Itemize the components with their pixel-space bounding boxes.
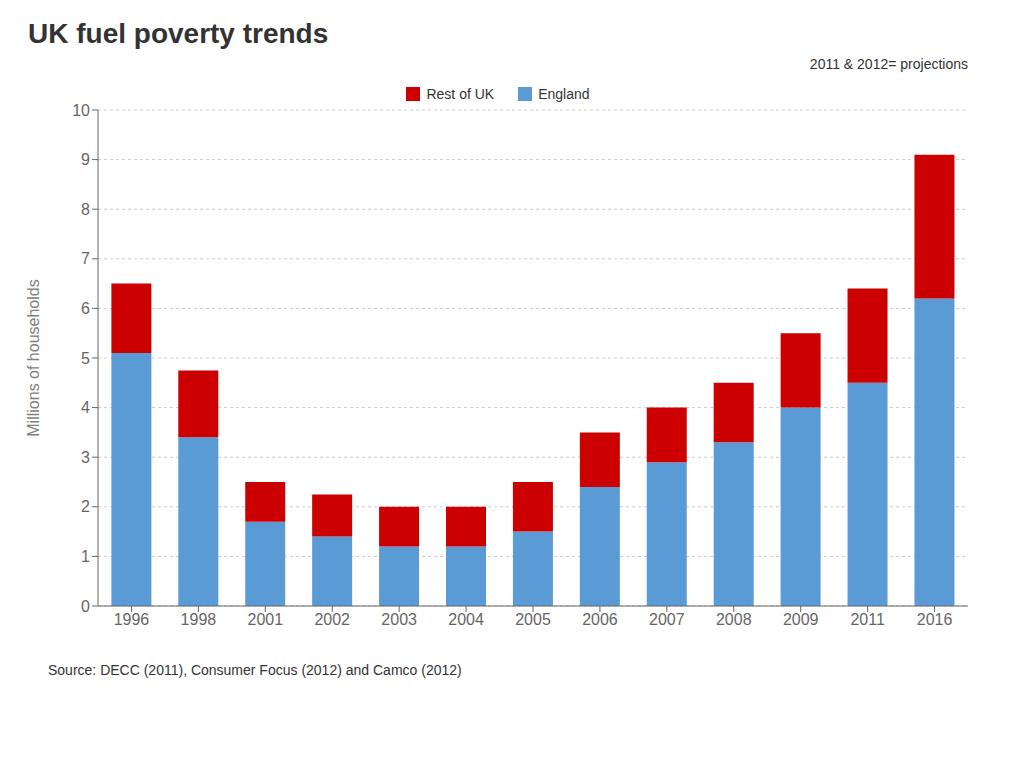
svg-text:2004: 2004 bbox=[448, 611, 484, 628]
svg-text:0: 0 bbox=[81, 598, 90, 615]
svg-text:8: 8 bbox=[81, 201, 90, 218]
svg-text:1996: 1996 bbox=[114, 611, 150, 628]
svg-text:9: 9 bbox=[81, 151, 90, 168]
html-text:Rest of UK: Rest of UK bbox=[426, 86, 495, 102]
svg-text:2007: 2007 bbox=[649, 611, 685, 628]
svg-text:2001: 2001 bbox=[248, 611, 284, 628]
svg-text:4: 4 bbox=[81, 399, 90, 416]
html-text:Source: DECC (2011), Consumer: Source: DECC (2011), Consumer Focus (201… bbox=[48, 662, 462, 678]
svg-text:2003: 2003 bbox=[381, 611, 417, 628]
svg-text:2006: 2006 bbox=[582, 611, 618, 628]
svg-text:7: 7 bbox=[81, 250, 90, 267]
svg-text:2009: 2009 bbox=[783, 611, 819, 628]
html-text:England: England bbox=[538, 86, 590, 102]
svg-text:5: 5 bbox=[81, 350, 90, 367]
svg-text:2008: 2008 bbox=[716, 611, 752, 628]
svg-text:3: 3 bbox=[81, 449, 90, 466]
svg-text:2005: 2005 bbox=[515, 611, 551, 628]
svg-text:2: 2 bbox=[81, 498, 90, 515]
svg-text:Millions of households: Millions of households bbox=[25, 279, 42, 436]
html-text:2011 & 2012= projections: 2011 & 2012= projections bbox=[809, 56, 968, 72]
svg-text:2016: 2016 bbox=[917, 611, 953, 628]
svg-text:10: 10 bbox=[72, 102, 90, 119]
svg-text:2011: 2011 bbox=[850, 611, 885, 628]
svg-text:6: 6 bbox=[81, 300, 90, 317]
html-text:UK fuel poverty trends: UK fuel poverty trends bbox=[28, 18, 329, 49]
svg-text:1: 1 bbox=[81, 548, 90, 565]
svg-text:2002: 2002 bbox=[314, 611, 350, 628]
svg-text:1998: 1998 bbox=[181, 611, 217, 628]
